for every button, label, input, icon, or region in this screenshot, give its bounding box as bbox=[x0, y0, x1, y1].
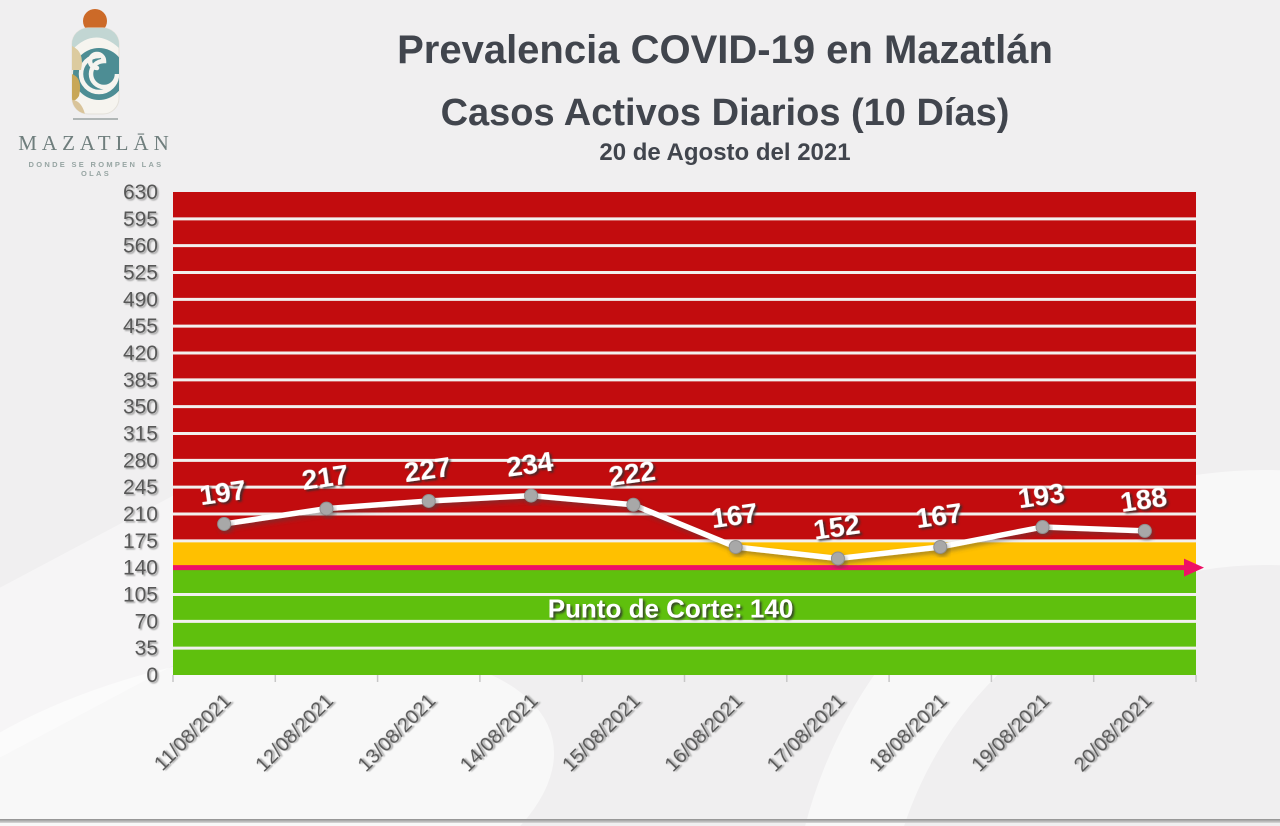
cutoff-label: Punto de Corte: 140 bbox=[548, 594, 794, 624]
data-point-label: 217 bbox=[300, 459, 351, 496]
y-axis-label: 350 bbox=[123, 396, 158, 419]
y-axis-label: 385 bbox=[123, 369, 158, 392]
x-axis-label: 15/08/2021 bbox=[559, 690, 645, 776]
shell-sun-logo-icon bbox=[71, 9, 120, 120]
y-axis-label: 595 bbox=[123, 208, 158, 231]
page-subtitle: Casos Activos Diarios (10 Días) bbox=[440, 92, 1010, 134]
y-axis-label: 105 bbox=[123, 584, 158, 607]
x-axis-label: 19/08/2021 bbox=[968, 690, 1054, 776]
data-point-label: 193 bbox=[1016, 477, 1067, 514]
data-point-label: 167 bbox=[914, 497, 965, 534]
y-axis-label: 455 bbox=[123, 315, 158, 338]
y-axis-label: 245 bbox=[123, 476, 158, 499]
data-point-label: 197 bbox=[198, 474, 249, 511]
x-axis-label: 12/08/2021 bbox=[252, 690, 338, 776]
y-axis-label: 35 bbox=[135, 637, 158, 660]
y-axis-label: 70 bbox=[135, 610, 158, 633]
x-axis-label: 20/08/2021 bbox=[1070, 690, 1156, 776]
data-point-marker bbox=[626, 497, 641, 512]
y-axis-label: 140 bbox=[123, 557, 158, 580]
data-point-label: 234 bbox=[504, 446, 555, 483]
y-axis-label: 490 bbox=[123, 288, 158, 311]
data-point-marker bbox=[933, 539, 948, 554]
data-point-label: 152 bbox=[811, 508, 862, 545]
data-point-marker bbox=[1137, 523, 1152, 538]
mazatlan-logo: MAZATLĀN DONDE SE ROMPEN LAS OLAS bbox=[15, 8, 177, 178]
data-point-label: 167 bbox=[709, 497, 760, 534]
x-axis-label: 14/08/2021 bbox=[456, 690, 542, 776]
y-axis-label: 630 bbox=[123, 181, 158, 204]
data-point-marker bbox=[319, 501, 334, 516]
data-point-marker bbox=[421, 493, 436, 508]
data-point-label: 227 bbox=[402, 451, 453, 488]
y-axis-label: 315 bbox=[123, 423, 158, 446]
y-axis-label: 210 bbox=[123, 503, 158, 526]
x-axis-label: 16/08/2021 bbox=[661, 690, 747, 776]
bottom-divider bbox=[0, 819, 1280, 823]
y-axis-label: 525 bbox=[123, 262, 158, 285]
logo-tagline-text: DONDE SE ROMPEN LAS OLAS bbox=[28, 160, 164, 178]
x-axis-label: 11/08/2021 bbox=[150, 690, 235, 775]
y-axis-label: 175 bbox=[123, 530, 158, 553]
x-axis-label: 13/08/2021 bbox=[354, 690, 440, 776]
data-point-marker bbox=[728, 539, 743, 554]
logo-brand-text: MAZATLĀN bbox=[18, 131, 174, 155]
data-point-marker bbox=[830, 551, 845, 566]
x-axis-label: 18/08/2021 bbox=[865, 690, 951, 776]
data-point-label: 188 bbox=[1118, 481, 1169, 518]
data-point-label: 222 bbox=[607, 455, 658, 492]
page-title: Prevalencia COVID-19 en Mazatlán bbox=[397, 28, 1053, 72]
data-point-marker bbox=[217, 516, 232, 531]
y-axis-label: 0 bbox=[146, 664, 158, 687]
y-axis-label: 560 bbox=[123, 235, 158, 258]
page-date: 20 de Agosto del 2021 bbox=[599, 139, 851, 166]
data-point-marker bbox=[1035, 520, 1050, 535]
orange-zone bbox=[173, 540, 1196, 568]
y-axis-label: 280 bbox=[123, 449, 158, 472]
header: Prevalencia COVID-19 en Mazatlán Casos A… bbox=[195, 30, 1255, 165]
data-point-marker bbox=[524, 488, 539, 503]
y-axis-label: 420 bbox=[123, 342, 158, 365]
x-axis-label: 17/08/2021 bbox=[763, 690, 849, 776]
